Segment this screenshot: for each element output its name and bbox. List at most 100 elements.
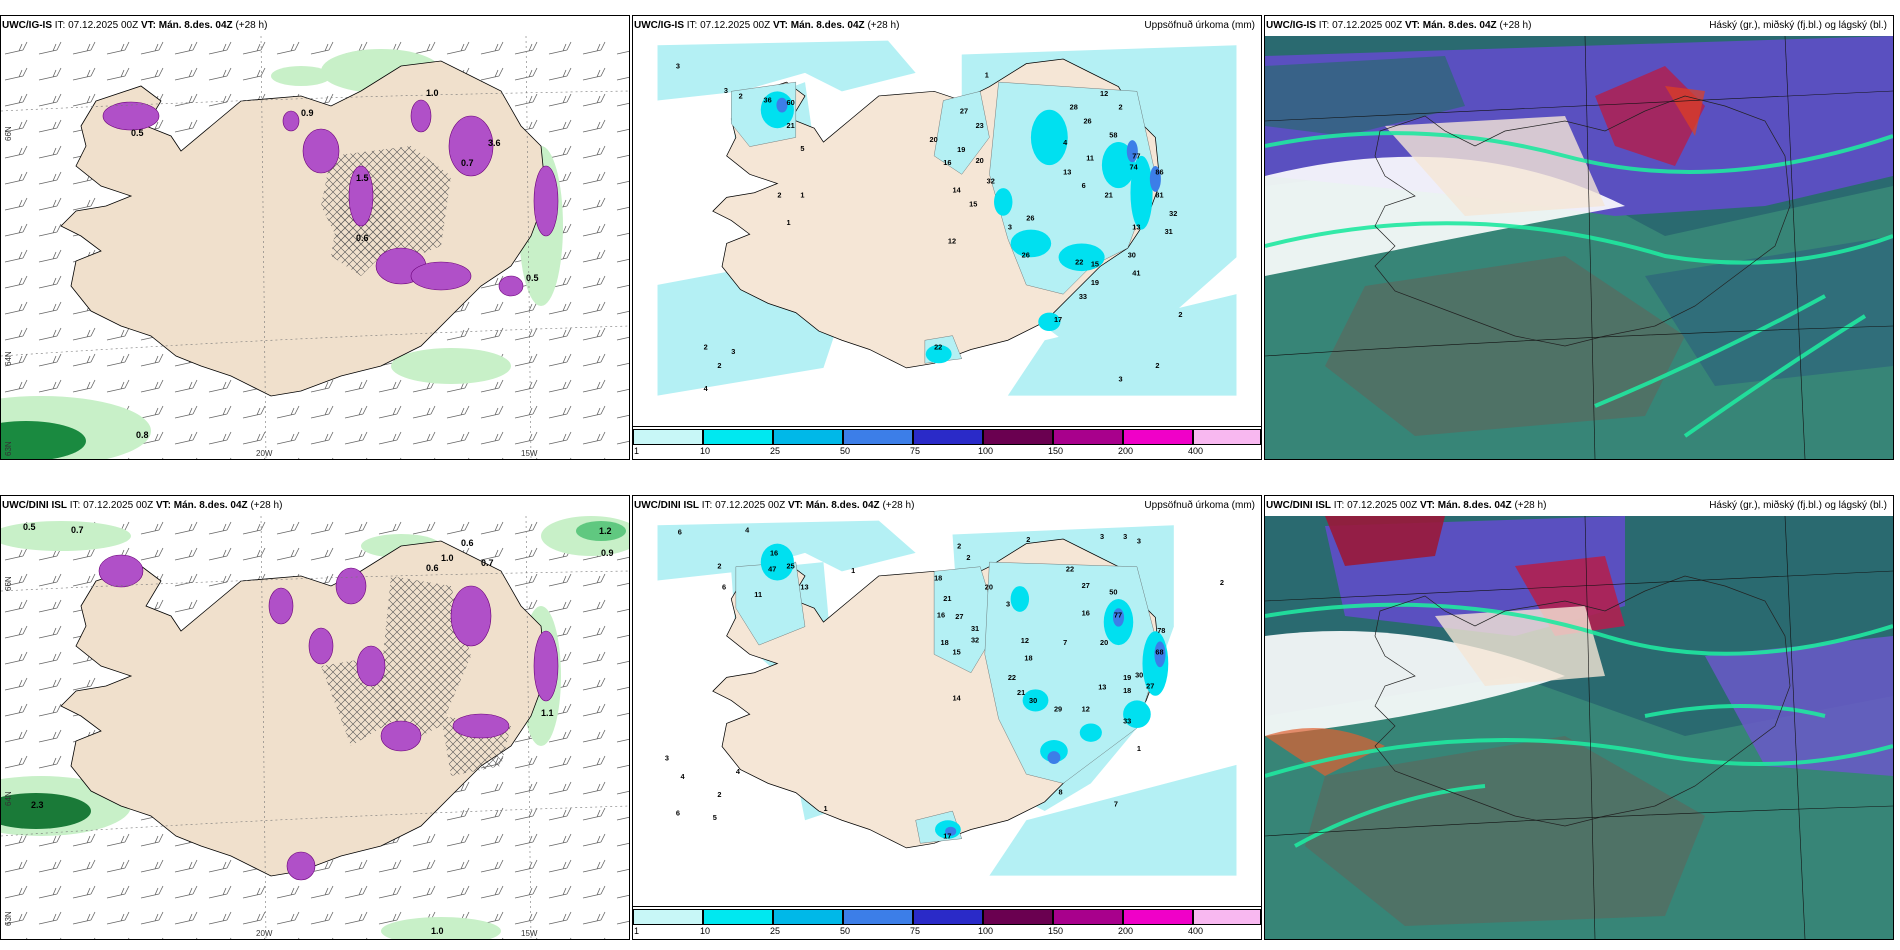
panel-ig-clouds: UWC/IG-IS IT: 07.12.2025 00Z VT: Mán. 8.… (1264, 15, 1894, 460)
svg-text:30: 30 (1029, 696, 1037, 705)
iceland-outline (1374, 95, 1791, 347)
svg-text:74: 74 (1130, 163, 1139, 172)
svg-text:6: 6 (1082, 181, 1086, 190)
wind-map: 0.5 0.7 0.6 1.0 0.7 1.2 0.9 2.3 1.0 0.6 … (1, 516, 629, 939)
svg-text:25: 25 (787, 562, 795, 571)
svg-text:2.3: 2.3 (31, 800, 44, 810)
svg-text:66N: 66N (4, 576, 13, 591)
svg-text:2: 2 (966, 553, 970, 562)
colorbar-tick: 50 (840, 446, 851, 456)
svg-text:16: 16 (937, 610, 945, 619)
svg-text:12: 12 (948, 236, 956, 245)
colorbar-tick: 100 (978, 926, 994, 936)
svg-text:22: 22 (1066, 564, 1074, 573)
it-label: IT: (1318, 20, 1330, 31)
svg-text:14: 14 (953, 186, 962, 195)
svg-text:2: 2 (1118, 103, 1122, 112)
svg-text:21: 21 (1017, 688, 1025, 697)
grid-lines (1, 36, 629, 459)
svg-text:5: 5 (800, 144, 804, 153)
model-name: UWC/IG-IS (2, 20, 52, 31)
svg-text:63N: 63N (4, 441, 13, 456)
it-label: IT: (54, 20, 66, 31)
it-value: 07.12.2025 00Z (700, 20, 771, 31)
svg-text:3: 3 (676, 61, 680, 70)
svg-text:33: 33 (1123, 716, 1131, 725)
lead-time: (+28 h) (235, 20, 268, 31)
svg-text:2: 2 (704, 342, 708, 351)
heavy-precip (776, 97, 1161, 192)
model-name: UWC/IG-IS (634, 20, 684, 31)
svg-text:20: 20 (1100, 638, 1108, 647)
svg-text:4: 4 (745, 526, 750, 535)
svg-text:0.8: 0.8 (136, 430, 149, 440)
svg-text:3.6: 3.6 (488, 138, 501, 148)
wind-map: 0.8 0.5 1.5 0.7 3.6 1.0 0.6 0.9 0.5 20W … (1, 36, 629, 459)
svg-text:12: 12 (1021, 636, 1029, 645)
model-name: UWC/DINI ISL (2, 500, 67, 511)
model-name: UWC/DINI ISL (634, 500, 699, 511)
svg-text:15: 15 (953, 647, 961, 656)
svg-text:4: 4 (704, 384, 709, 393)
vt-label: VT: (1404, 20, 1420, 31)
colorbar-tick: 10 (700, 446, 711, 456)
svg-text:18: 18 (1123, 686, 1131, 695)
svg-text:1.5: 1.5 (356, 173, 369, 183)
svg-text:3: 3 (724, 86, 728, 95)
svg-text:28: 28 (1070, 103, 1078, 112)
svg-text:0.6: 0.6 (356, 233, 369, 243)
colorbar-swatch-6 (983, 909, 1053, 925)
svg-text:19: 19 (1123, 673, 1131, 682)
svg-text:26: 26 (1022, 250, 1030, 259)
colorbar-swatch-2 (703, 909, 773, 925)
svg-text:0.6: 0.6 (426, 563, 439, 573)
colorbar-swatch-7 (1053, 429, 1123, 445)
panel-dini-clouds: UWC/DINI ISL IT: 07.12.2025 00Z VT: Mán.… (1264, 495, 1894, 940)
svg-text:4: 4 (1063, 138, 1068, 147)
svg-text:47: 47 (768, 564, 776, 573)
svg-text:36: 36 (764, 95, 772, 104)
svg-text:1.0: 1.0 (441, 553, 454, 563)
svg-text:22: 22 (1075, 258, 1083, 267)
svg-text:0.9: 0.9 (601, 548, 614, 558)
svg-text:16: 16 (1082, 609, 1090, 618)
precip-values: 3 3 2 36 60 21 5 1 2 1 20 27 23 16 19 20… (676, 61, 1183, 393)
svg-text:6: 6 (678, 527, 682, 536)
svg-text:2: 2 (717, 790, 721, 799)
svg-text:64N: 64N (4, 351, 13, 366)
svg-text:15W: 15W (521, 929, 538, 938)
colorbar: 1 10 25 50 75 100 150 200 400 (633, 906, 1261, 939)
lead-time: (+28 h) (867, 20, 900, 31)
colorbar-tick: 100 (978, 446, 994, 456)
high-clouds (1265, 66, 1705, 276)
svg-text:21: 21 (787, 121, 795, 130)
vt-value: Mán. 8.des. 04Z (1422, 20, 1497, 31)
colorbar-swatch-6 (983, 429, 1053, 445)
svg-text:3: 3 (1137, 537, 1141, 546)
panel-ig-wind: UWC/IG-IS IT: 07.12.2025 00Z VT: Mán. 8.… (0, 15, 630, 460)
field-title: Uppsöfnuð úrkoma (mm) (1144, 500, 1255, 511)
vt-value: Mán. 8.des. 04Z (1437, 500, 1512, 511)
moderate-precip (760, 91, 1153, 364)
high-clouds (1265, 516, 1625, 776)
colorbar-tick: 50 (840, 926, 851, 936)
it-value: 07.12.2025 00Z (83, 500, 154, 511)
colorbar-swatch-3 (773, 909, 843, 925)
magenta-precip (102, 99, 559, 297)
colorbar-tick: 1 (634, 446, 640, 456)
svg-text:77: 77 (1114, 610, 1122, 619)
svg-text:33: 33 (1079, 292, 1087, 301)
svg-text:27: 27 (1082, 581, 1090, 590)
it-label: IT: (1333, 500, 1345, 511)
it-label: IT: (686, 20, 698, 31)
svg-text:13: 13 (800, 583, 808, 592)
svg-text:60: 60 (787, 98, 795, 107)
svg-text:29: 29 (1054, 704, 1062, 713)
colorbar-swatch-7 (1053, 909, 1123, 925)
svg-text:1.1: 1.1 (541, 708, 554, 718)
vt-label: VT: (140, 20, 156, 31)
panel-header: UWC/DINI ISL IT: 07.12.2025 00Z VT: Mán.… (1265, 496, 1893, 516)
svg-text:20: 20 (976, 156, 984, 165)
svg-text:1: 1 (851, 566, 855, 575)
heavy-precip (945, 608, 1166, 836)
